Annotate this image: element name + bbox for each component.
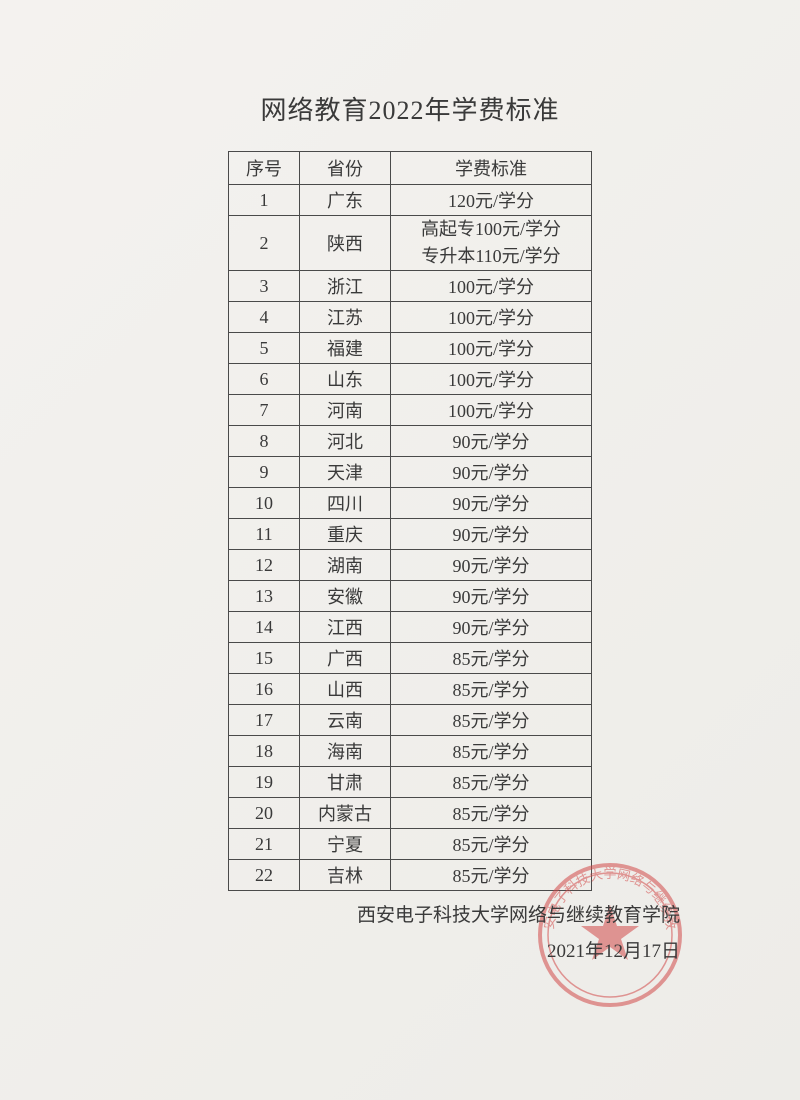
cell-fee: 90元/学分 xyxy=(391,426,592,457)
table-row: 20内蒙古85元/学分 xyxy=(229,798,592,829)
table-row: 1广东120元/学分 xyxy=(229,185,592,216)
table-row: 8河北90元/学分 xyxy=(229,426,592,457)
table-row: 17云南85元/学分 xyxy=(229,705,592,736)
table-row: 2陕西高起专100元/学分专升本110元/学分 xyxy=(229,216,592,271)
cell-province: 天津 xyxy=(300,457,391,488)
table-row: 10四川90元/学分 xyxy=(229,488,592,519)
cell-province: 甘肃 xyxy=(300,767,391,798)
cell-fee: 100元/学分 xyxy=(391,333,592,364)
cell-no: 1 xyxy=(229,185,300,216)
table-row: 19甘肃85元/学分 xyxy=(229,767,592,798)
cell-fee: 85元/学分 xyxy=(391,829,592,860)
cell-no: 3 xyxy=(229,271,300,302)
table-row: 14江西90元/学分 xyxy=(229,612,592,643)
cell-fee: 90元/学分 xyxy=(391,612,592,643)
cell-fee: 90元/学分 xyxy=(391,457,592,488)
col-header-fee: 学费标准 xyxy=(391,152,592,185)
table-row: 22吉林85元/学分 xyxy=(229,860,592,891)
cell-province: 浙江 xyxy=(300,271,391,302)
table-row: 4江苏100元/学分 xyxy=(229,302,592,333)
cell-province: 河北 xyxy=(300,426,391,457)
table-row: 21宁夏85元/学分 xyxy=(229,829,592,860)
cell-province: 江西 xyxy=(300,612,391,643)
page-title: 网络教育2022年学费标准 xyxy=(130,90,690,127)
cell-province: 陕西 xyxy=(300,216,391,271)
cell-province: 山西 xyxy=(300,674,391,705)
cell-no: 6 xyxy=(229,364,300,395)
cell-province: 河南 xyxy=(300,395,391,426)
table-row: 13安徽90元/学分 xyxy=(229,581,592,612)
cell-fee: 90元/学分 xyxy=(391,488,592,519)
cell-no: 10 xyxy=(229,488,300,519)
document-footer: 西安电子科技大学网络与继续教育学院 2021年12月17日 xyxy=(357,898,680,970)
cell-province: 云南 xyxy=(300,705,391,736)
table-row: 6山东100元/学分 xyxy=(229,364,592,395)
document-page: 网络教育2022年学费标准 序号 省份 学费标准 1广东120元/学分2陕西高起… xyxy=(0,0,800,1100)
cell-no: 8 xyxy=(229,426,300,457)
cell-no: 21 xyxy=(229,829,300,860)
table-row: 12湖南90元/学分 xyxy=(229,550,592,581)
table-row: 9天津90元/学分 xyxy=(229,457,592,488)
table-header-row: 序号 省份 学费标准 xyxy=(229,152,592,185)
cell-no: 19 xyxy=(229,767,300,798)
col-header-province: 省份 xyxy=(300,152,391,185)
cell-fee: 100元/学分 xyxy=(391,395,592,426)
cell-province: 重庆 xyxy=(300,519,391,550)
cell-fee: 100元/学分 xyxy=(391,271,592,302)
table-row: 7河南100元/学分 xyxy=(229,395,592,426)
table-row: 15广西85元/学分 xyxy=(229,643,592,674)
cell-province: 福建 xyxy=(300,333,391,364)
cell-no: 17 xyxy=(229,705,300,736)
cell-province: 四川 xyxy=(300,488,391,519)
issuer-name: 西安电子科技大学网络与继续教育学院 xyxy=(357,898,680,934)
cell-fee: 85元/学分 xyxy=(391,798,592,829)
table-row: 11重庆90元/学分 xyxy=(229,519,592,550)
cell-province: 内蒙古 xyxy=(300,798,391,829)
cell-no: 11 xyxy=(229,519,300,550)
cell-province: 安徽 xyxy=(300,581,391,612)
table-row: 5福建100元/学分 xyxy=(229,333,592,364)
table-row: 18海南85元/学分 xyxy=(229,736,592,767)
cell-no: 16 xyxy=(229,674,300,705)
cell-no: 7 xyxy=(229,395,300,426)
cell-no: 18 xyxy=(229,736,300,767)
cell-fee: 90元/学分 xyxy=(391,519,592,550)
cell-province: 江苏 xyxy=(300,302,391,333)
cell-fee: 85元/学分 xyxy=(391,643,592,674)
cell-fee: 100元/学分 xyxy=(391,364,592,395)
cell-no: 14 xyxy=(229,612,300,643)
table-row: 3浙江100元/学分 xyxy=(229,271,592,302)
cell-fee: 100元/学分 xyxy=(391,302,592,333)
cell-fee: 85元/学分 xyxy=(391,705,592,736)
cell-province: 海南 xyxy=(300,736,391,767)
cell-no: 4 xyxy=(229,302,300,333)
cell-province: 湖南 xyxy=(300,550,391,581)
cell-fee: 120元/学分 xyxy=(391,185,592,216)
cell-fee: 85元/学分 xyxy=(391,767,592,798)
cell-fee: 90元/学分 xyxy=(391,581,592,612)
cell-no: 15 xyxy=(229,643,300,674)
cell-fee: 90元/学分 xyxy=(391,550,592,581)
cell-no: 22 xyxy=(229,860,300,891)
cell-fee: 85元/学分 xyxy=(391,674,592,705)
cell-no: 20 xyxy=(229,798,300,829)
cell-province: 宁夏 xyxy=(300,829,391,860)
cell-province: 吉林 xyxy=(300,860,391,891)
cell-no: 2 xyxy=(229,216,300,271)
cell-fee: 85元/学分 xyxy=(391,736,592,767)
cell-province: 广西 xyxy=(300,643,391,674)
col-header-no: 序号 xyxy=(229,152,300,185)
cell-province: 广东 xyxy=(300,185,391,216)
cell-no: 12 xyxy=(229,550,300,581)
cell-fee: 高起专100元/学分专升本110元/学分 xyxy=(391,216,592,271)
cell-fee: 85元/学分 xyxy=(391,860,592,891)
issue-date: 2021年12月17日 xyxy=(357,934,680,970)
cell-no: 13 xyxy=(229,581,300,612)
cell-no: 5 xyxy=(229,333,300,364)
cell-no: 9 xyxy=(229,457,300,488)
cell-province: 山东 xyxy=(300,364,391,395)
fee-table: 序号 省份 学费标准 1广东120元/学分2陕西高起专100元/学分专升本110… xyxy=(228,151,592,891)
table-row: 16山西85元/学分 xyxy=(229,674,592,705)
